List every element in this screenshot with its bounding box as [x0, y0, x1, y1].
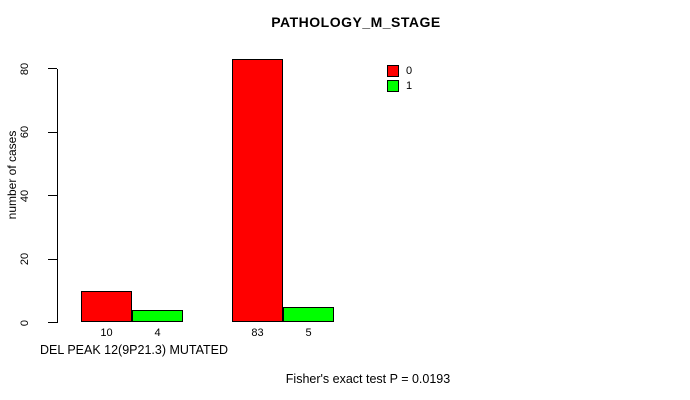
y-axis-tick — [48, 322, 57, 323]
bar-value-label: 5 — [305, 326, 312, 339]
y-axis-tick — [48, 195, 57, 197]
y-axis-tick — [48, 258, 57, 260]
chart-title: PATHOLOGY_M_STAGE — [271, 14, 441, 30]
legend-swatch-icon — [387, 65, 399, 77]
legend-entry: 0 — [387, 65, 412, 77]
legend-label: 0 — [406, 64, 413, 77]
y-axis-tick — [48, 68, 57, 70]
bar-series-0 — [232, 59, 283, 323]
y-axis-tick-label: 0 — [19, 319, 31, 326]
bar-value-label: 4 — [154, 326, 161, 339]
legend-label: 1 — [406, 79, 413, 92]
bar-series-0 — [81, 290, 132, 323]
y-axis-line — [57, 68, 58, 324]
bar-series-1 — [283, 306, 334, 323]
legend-entry: 1 — [387, 80, 412, 92]
fisher-test-annotation: Fisher's exact test P = 0.0193 — [285, 372, 451, 386]
bar-value-label: 10 — [100, 326, 113, 339]
legend-swatch-icon — [387, 80, 399, 92]
y-axis-tick — [48, 131, 57, 133]
y-axis-tick-label: 60 — [19, 126, 31, 139]
x-axis-label: DEL PEAK 12(9P21.3) MUTATED — [40, 343, 229, 357]
y-axis-tick-label: 40 — [19, 189, 31, 202]
bar-series-1 — [132, 309, 183, 323]
y-axis-tick-label: 80 — [19, 62, 31, 76]
y-axis-tick-label: 20 — [19, 252, 31, 266]
bar-value-label: 83 — [251, 326, 264, 339]
